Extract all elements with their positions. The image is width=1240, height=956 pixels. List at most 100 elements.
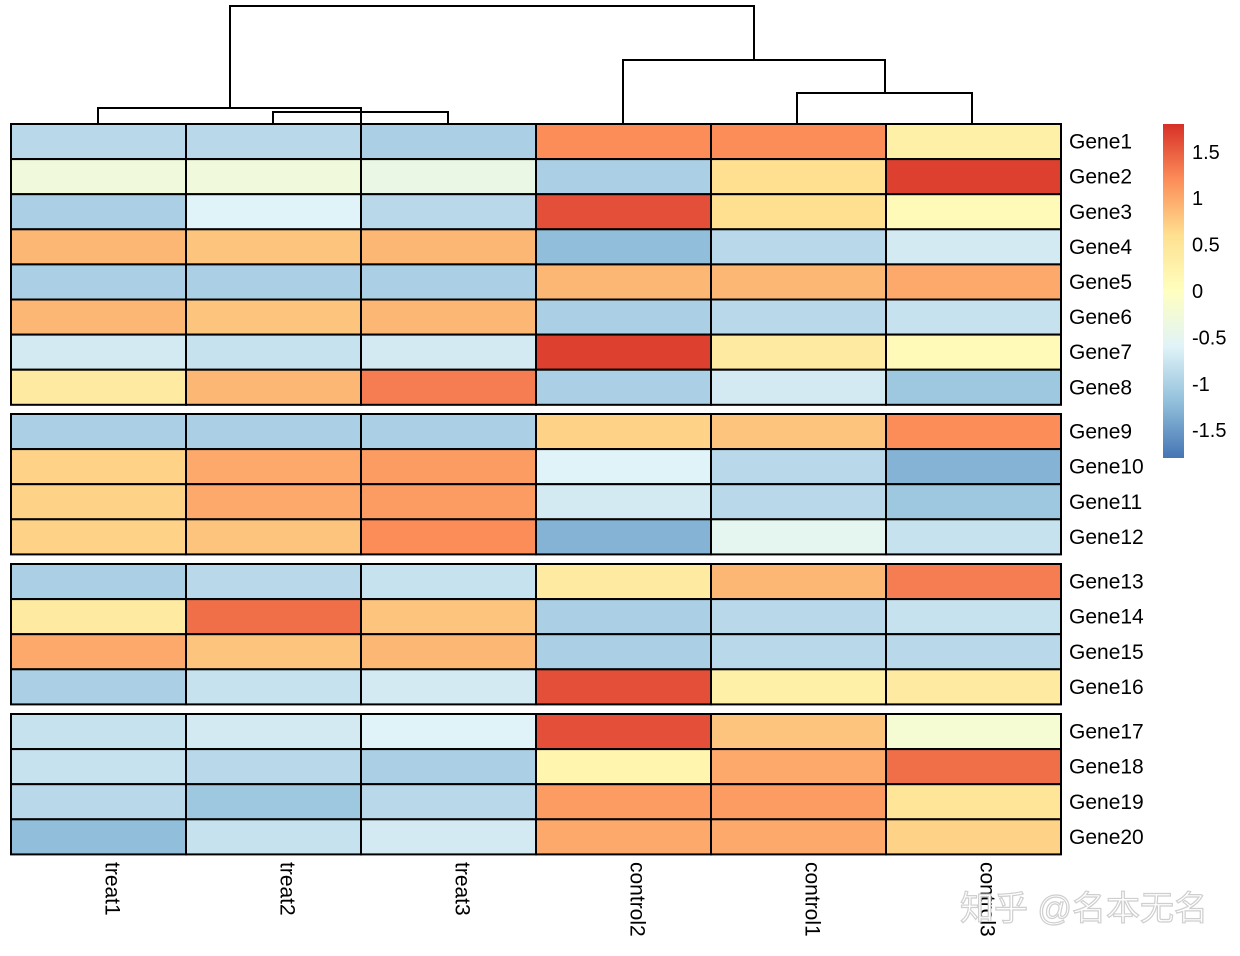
row-label: Gene9 — [1069, 421, 1132, 444]
heatmap-cell — [710, 413, 887, 451]
row-label: Gene1 — [1069, 131, 1132, 154]
heatmap-cell — [885, 298, 1062, 336]
heatmap-cell — [710, 228, 887, 266]
heatmap-cell — [10, 448, 187, 486]
heatmap-cell — [185, 518, 362, 556]
heatmap-cell — [535, 598, 712, 636]
heatmap-cell — [185, 123, 362, 161]
row-label: Gene3 — [1069, 201, 1132, 224]
heatmap-cell — [360, 633, 537, 671]
heatmap-cell — [185, 633, 362, 671]
row-label: Gene8 — [1069, 376, 1132, 399]
heatmap-cell — [360, 783, 537, 821]
heatmap-cell — [185, 713, 362, 751]
legend-colorbar — [1163, 124, 1184, 458]
heatmap-cell — [535, 333, 712, 371]
heatmap-cell — [360, 413, 537, 451]
heatmap-cell — [885, 818, 1062, 856]
column-labels: treat1 treat2 treat3 control2 control1 contro… — [101, 862, 999, 937]
heatmap-cell — [10, 368, 187, 406]
row-label: Gene2 — [1069, 166, 1132, 189]
heatmap-cell — [710, 158, 887, 196]
heatmap-cell — [360, 598, 537, 636]
row-label: Gene19 — [1069, 791, 1144, 814]
heatmap-cell — [710, 818, 887, 856]
heatmap-cell — [10, 158, 187, 196]
heatmap-cell — [185, 298, 362, 336]
heatmap-cell — [710, 448, 887, 486]
heatmap-cell — [185, 333, 362, 371]
heatmap-cell — [885, 333, 1062, 371]
heatmap-cell — [360, 368, 537, 406]
heatmap-cell — [710, 193, 887, 231]
heatmap-cell — [360, 563, 537, 601]
heatmap-cell — [885, 448, 1062, 486]
heatmap-cell — [360, 333, 537, 371]
heatmap-cell — [535, 263, 712, 301]
heatmap-cell — [185, 228, 362, 266]
column-dendrogram — [97, 5, 973, 123]
row-label: Gene14 — [1069, 606, 1144, 629]
legend-tick-label: -1 — [1192, 374, 1210, 396]
heatmap-cell — [10, 413, 187, 451]
column-label: treat1 — [101, 862, 124, 916]
heatmap-cell — [535, 668, 712, 706]
heatmap-cell — [710, 483, 887, 521]
watermark-text: 知乎 @名本无名 — [960, 890, 1208, 928]
heatmap-cell — [535, 633, 712, 671]
heatmap-cell — [185, 158, 362, 196]
heatmap-cell — [885, 518, 1062, 556]
column-label: treat2 — [276, 862, 299, 916]
heatmap-cell — [710, 633, 887, 671]
legend-ticks: 1.5 1 0.5 0 -0.5 -1 -1.5 — [1192, 142, 1226, 442]
legend-tick-label: 1 — [1192, 188, 1203, 210]
heatmap-cell — [10, 123, 187, 161]
heatmap-cell — [885, 483, 1062, 521]
heatmap-cell — [710, 748, 887, 786]
heatmap-cell — [710, 298, 887, 336]
legend-tick-label: 1.5 — [1192, 142, 1220, 164]
heatmap-cell — [10, 483, 187, 521]
heatmap-cell — [185, 263, 362, 301]
heatmap-cells — [10, 123, 1062, 856]
heatmap-cell — [360, 518, 537, 556]
column-label: control2 — [626, 862, 649, 937]
heatmap-cell — [535, 748, 712, 786]
row-label: Gene18 — [1069, 756, 1144, 779]
heatmap-cell — [710, 668, 887, 706]
heatmap-cell — [885, 668, 1062, 706]
heatmap-cell — [360, 668, 537, 706]
heatmap-cell — [710, 598, 887, 636]
heatmap-cell — [885, 368, 1062, 406]
heatmap-cell — [360, 123, 537, 161]
heatmap-cell — [185, 193, 362, 231]
heatmap-cell — [885, 598, 1062, 636]
heatmap-cell — [885, 713, 1062, 751]
heatmap-cell — [885, 263, 1062, 301]
heatmap-cell — [10, 668, 187, 706]
column-label: treat3 — [451, 862, 474, 916]
heatmap-cell — [185, 483, 362, 521]
heatmap-cell — [535, 818, 712, 856]
heatmap-cell — [535, 298, 712, 336]
heatmap-cell — [885, 783, 1062, 821]
heatmap-cell — [185, 368, 362, 406]
heatmap-cell — [360, 158, 537, 196]
row-label: Gene20 — [1069, 826, 1144, 849]
heatmap-cell — [360, 228, 537, 266]
heatmap-cell — [360, 748, 537, 786]
heatmap-cell — [535, 158, 712, 196]
heatmap-cell — [710, 263, 887, 301]
heatmap-cell — [10, 333, 187, 371]
heatmap-cell — [10, 783, 187, 821]
heatmap-cell — [535, 413, 712, 451]
heatmap-cell — [885, 123, 1062, 161]
row-label: Gene12 — [1069, 526, 1144, 549]
heatmap-cell — [535, 563, 712, 601]
heatmap-cell — [535, 448, 712, 486]
heatmap-cell — [10, 713, 187, 751]
column-label: control3 — [976, 862, 999, 937]
column-label: control1 — [801, 862, 824, 937]
heatmap-cell — [10, 563, 187, 601]
